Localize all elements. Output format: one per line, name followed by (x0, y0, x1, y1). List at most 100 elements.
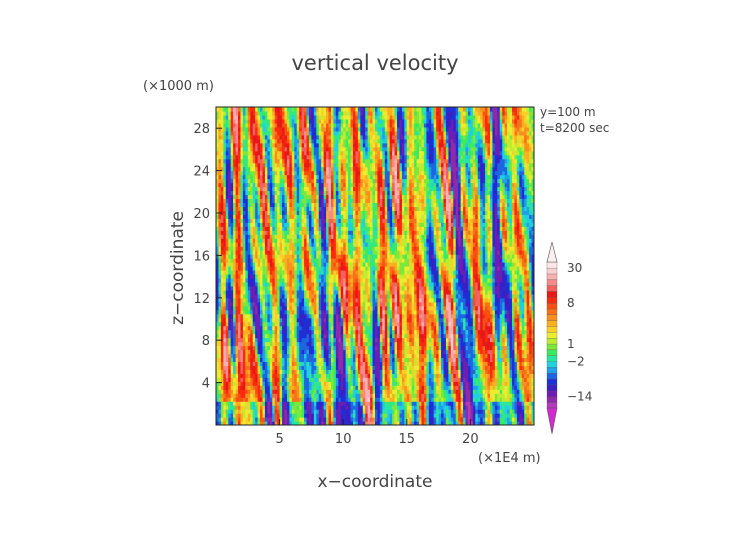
heatmap-cell (516, 349, 520, 355)
heatmap-cell (301, 305, 305, 311)
heatmap-cell (338, 397, 342, 402)
heatmap-cell (448, 389, 452, 394)
heatmap-cell (433, 321, 437, 327)
heatmap-cell (450, 349, 454, 355)
heatmap-cell (220, 313, 224, 319)
heatmap-cell (321, 401, 325, 406)
heatmap-cell (282, 365, 286, 370)
heatmap-cell (250, 333, 254, 339)
heatmap-cell (453, 397, 457, 402)
heatmap-cell (245, 329, 249, 335)
heatmap-cell (311, 321, 315, 327)
heatmap-cell (414, 313, 418, 319)
heatmap-cell (487, 325, 491, 331)
heatmap-cell (404, 345, 408, 351)
heatmap-cell (448, 365, 452, 370)
heatmap-cell (235, 381, 239, 386)
heatmap-cell (394, 321, 398, 327)
heatmap-cell (282, 337, 286, 343)
heatmap-cell (441, 381, 445, 386)
heatmap-cell (269, 389, 273, 394)
heatmap-cell (264, 345, 268, 351)
heatmap-cell (340, 325, 344, 331)
heatmap-cell (489, 389, 494, 394)
heatmap-cell (519, 401, 523, 406)
heatmap-cell (467, 397, 471, 402)
heatmap-cell (480, 401, 484, 406)
heatmap-cell (455, 401, 459, 406)
heatmap-cell (480, 325, 484, 331)
heatmap-cell (321, 341, 325, 347)
heatmap-cell (441, 413, 445, 418)
heatmap-cell (308, 309, 312, 315)
heatmap-cell (313, 321, 317, 327)
heatmap-cell (431, 405, 435, 410)
heatmap-cell (450, 309, 454, 315)
heatmap-cell (529, 357, 533, 363)
heatmap-cell (326, 321, 330, 327)
heatmap-cell (242, 309, 246, 315)
heatmap-cell (477, 397, 481, 402)
heatmap-cell (299, 325, 303, 331)
heatmap-cell (509, 313, 513, 319)
heatmap-cell (262, 365, 266, 370)
heatmap-cell (345, 373, 349, 378)
heatmap-cell (228, 329, 232, 335)
heatmap-cell (494, 305, 498, 311)
heatmap-cell (445, 409, 449, 414)
heatmap-cell (426, 381, 430, 386)
heatmap-cell (502, 345, 506, 351)
heatmap-cell (352, 317, 357, 323)
heatmap-cell (318, 329, 322, 335)
heatmap-cell (421, 357, 425, 363)
heatmap-cell (269, 305, 273, 311)
heatmap-cell (475, 329, 479, 335)
heatmap-cell (404, 329, 408, 335)
heatmap-cell (348, 405, 352, 410)
heatmap-cell (433, 405, 437, 410)
heatmap-cell (397, 381, 401, 386)
heatmap-cell (519, 361, 523, 366)
heatmap-cell (362, 325, 366, 331)
heatmap-cell (370, 413, 374, 418)
heatmap-cell (441, 417, 445, 422)
heatmap-cell (524, 401, 528, 406)
heatmap-cell (485, 397, 489, 402)
heatmap-cell (392, 369, 396, 374)
heatmap-cell (487, 405, 491, 410)
heatmap-cell (487, 317, 491, 323)
heatmap-cell (485, 361, 489, 366)
heatmap-cell (416, 305, 420, 311)
heatmap-cell (370, 337, 374, 343)
heatmap-cell (333, 345, 337, 351)
heatmap-cell (299, 409, 303, 414)
heatmap-cell (240, 413, 244, 418)
heatmap-cell (291, 325, 295, 331)
heatmap-cell (463, 345, 467, 351)
heatmap-cell (504, 317, 508, 323)
heatmap-cell (299, 417, 303, 422)
heatmap-cell (399, 369, 403, 374)
heatmap-cell (240, 305, 244, 311)
heatmap-cell (453, 325, 457, 331)
heatmap-cell (487, 309, 491, 315)
heatmap-cell (296, 393, 300, 398)
heatmap-cell (247, 393, 251, 398)
heatmap-cell (252, 313, 256, 319)
heatmap-cell (436, 421, 440, 425)
heatmap-cell (225, 417, 229, 422)
heatmap-cell (494, 329, 498, 335)
heatmap-cell (352, 313, 357, 319)
heatmap-cell (260, 305, 264, 311)
heatmap-cell (340, 397, 344, 402)
heatmap-cell (382, 377, 386, 382)
heatmap-cell (348, 381, 352, 386)
heatmap-cell (470, 413, 474, 418)
heatmap-cell (233, 325, 237, 331)
heatmap-cell (509, 337, 513, 343)
heatmap-cell (274, 417, 278, 422)
heatmap-cell (453, 401, 457, 406)
heatmap-cell (304, 365, 308, 370)
heatmap-cell (458, 385, 462, 390)
heatmap-cell (235, 329, 239, 335)
